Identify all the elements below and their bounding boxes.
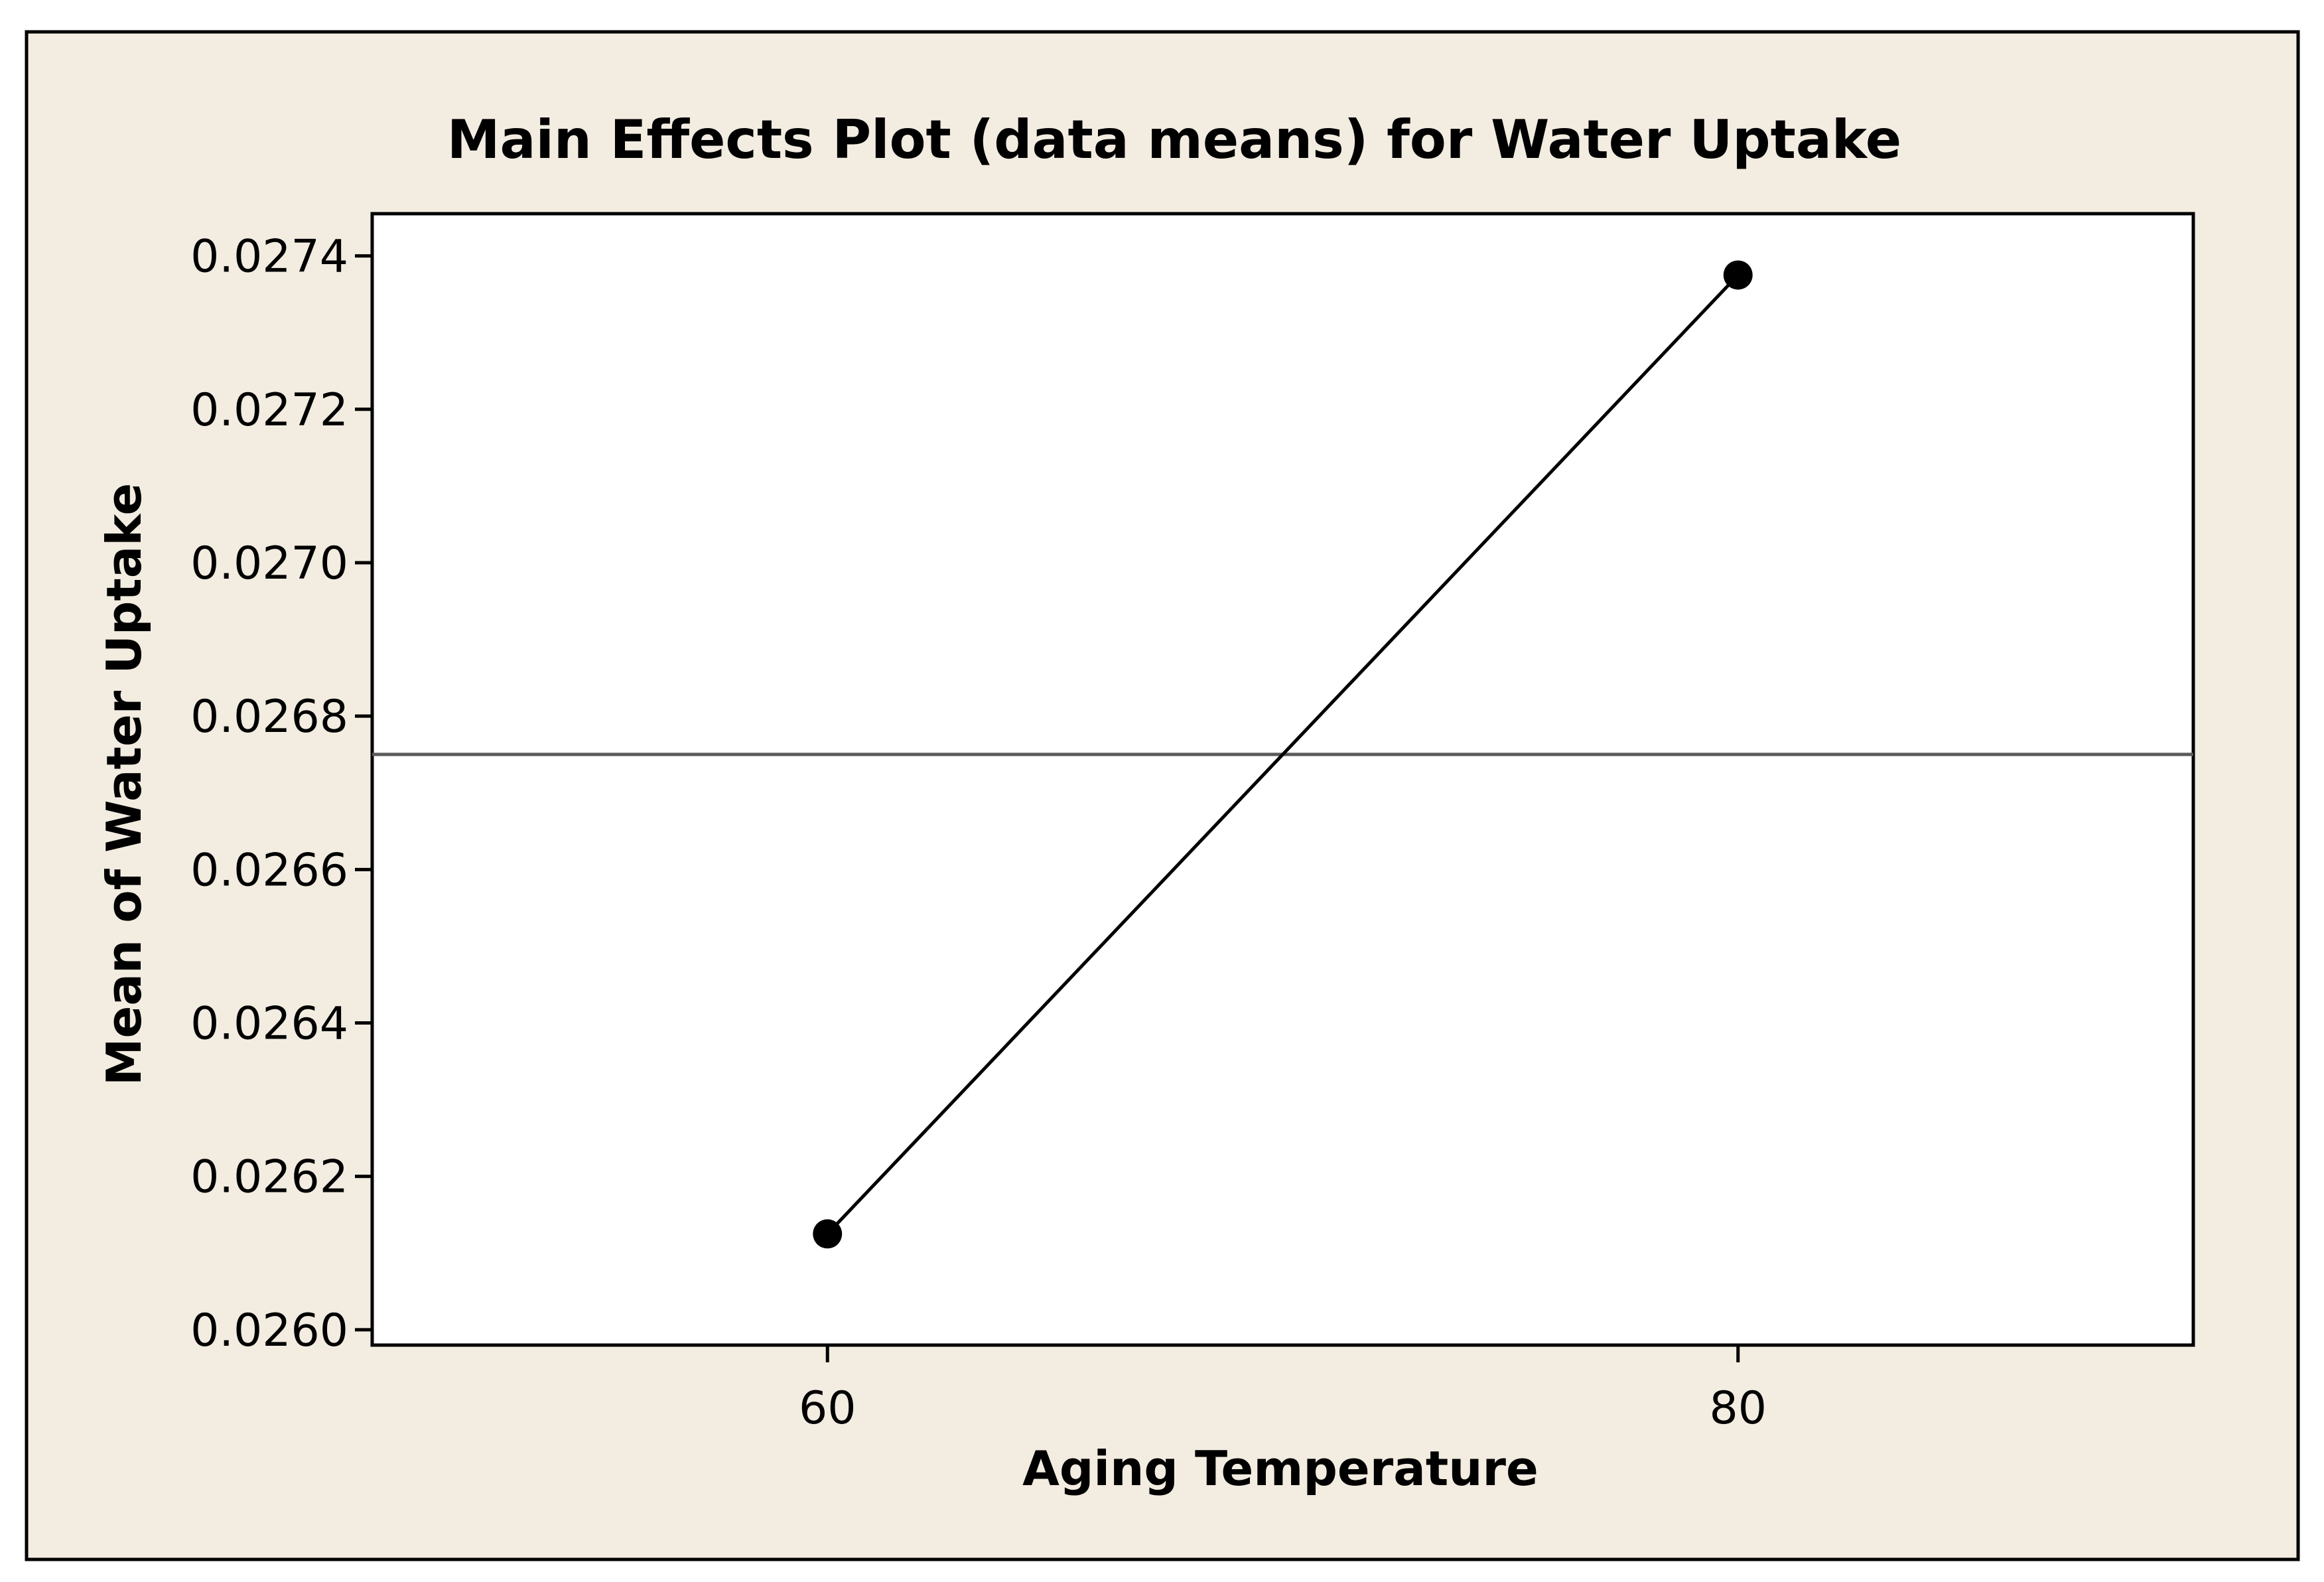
- y-axis-label: Mean of Water Uptake: [96, 483, 152, 1086]
- y-tick-label: 0.0260: [190, 1305, 348, 1357]
- series-layer: [813, 260, 1753, 1249]
- plot-area: [370, 212, 2195, 1347]
- x-tick-label: 60: [799, 1382, 856, 1435]
- y-axis: 0.0260 0.0262 0.0264 0.0266 0.0268 0.0270 0.02…: [190, 231, 372, 1357]
- data-point-marker: [813, 1219, 843, 1249]
- series-line: [826, 273, 1740, 1236]
- chart-title: Main Effects Plot (data means) for Water…: [447, 109, 1901, 171]
- y-tick-label: 0.0262: [190, 1151, 348, 1204]
- y-tick-label: 0.0264: [190, 998, 348, 1050]
- data-point-marker: [1723, 260, 1753, 290]
- y-tick-label: 0.0266: [190, 844, 348, 897]
- y-tick-label: 0.0268: [190, 691, 348, 743]
- x-axis: 60 80: [799, 1345, 1767, 1435]
- x-axis-label: Aging Temperature: [1022, 1441, 1538, 1496]
- y-tick-label: 0.0274: [190, 231, 348, 283]
- x-tick-label: 80: [1709, 1382, 1767, 1435]
- y-tick-label: 0.0272: [190, 384, 348, 437]
- y-tick-label: 0.0270: [190, 538, 348, 590]
